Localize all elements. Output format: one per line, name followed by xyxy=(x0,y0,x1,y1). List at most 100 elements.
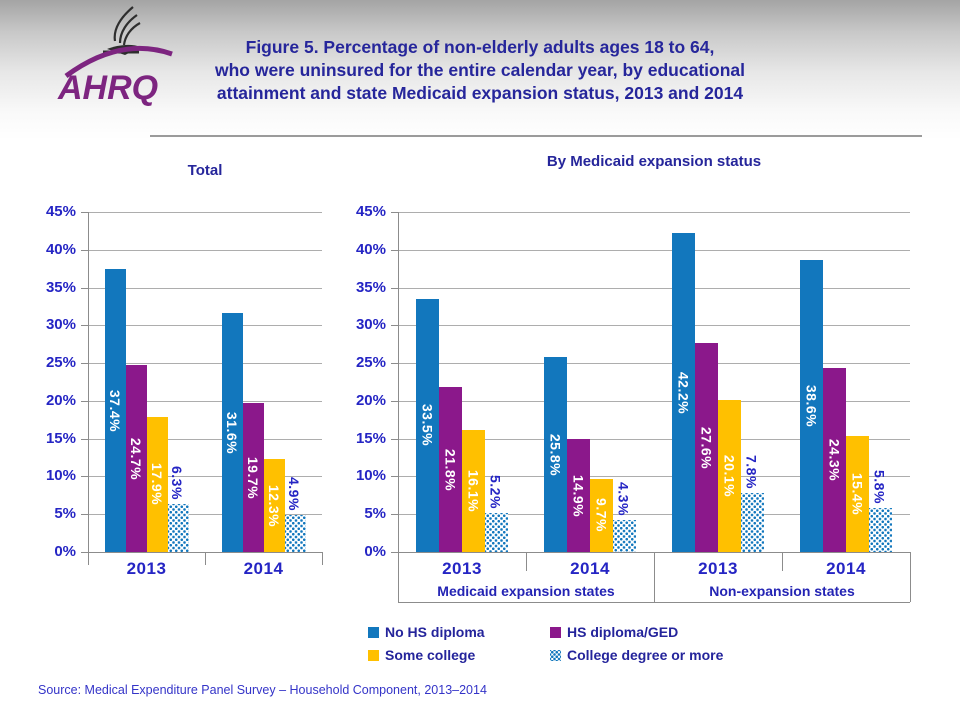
y-axis-tick xyxy=(81,363,88,365)
gridline xyxy=(88,287,322,289)
bar-value-label: 21.8% xyxy=(442,448,459,491)
legend-item-hs-diploma-ged: HS diploma/GED xyxy=(550,624,723,640)
bar-hs-diploma-ged-2014: 19.7% xyxy=(242,403,264,552)
y-axis-label: 40% xyxy=(355,240,386,258)
y-axis-label: 20% xyxy=(45,391,76,409)
y-axis-tick xyxy=(391,552,398,553)
y-axis-label: 45% xyxy=(355,203,386,220)
y-axis-label: 0% xyxy=(54,543,76,560)
bar-value-label: 14.9% xyxy=(570,474,587,517)
gridline xyxy=(398,287,910,289)
y-axis-line xyxy=(88,212,89,552)
bar-no-hs-diploma-2013: 33.5% xyxy=(416,298,439,552)
gridline xyxy=(88,400,322,402)
x-axis-tick xyxy=(782,552,783,571)
x-axis-box-bottom xyxy=(398,602,910,603)
bar-value-label: 38.6% xyxy=(803,385,820,428)
y-axis-tick xyxy=(81,212,88,213)
bar-value-label: 42.2% xyxy=(675,371,692,414)
legend-swatch-some-college xyxy=(368,649,379,661)
figure-title-line-3: attainment and state Medicaid expansion … xyxy=(216,83,744,103)
ahrq-arc xyxy=(64,45,173,79)
gridline xyxy=(398,249,910,251)
header-divider xyxy=(150,135,922,137)
bar-some-college-2014: 9.7% xyxy=(590,478,613,552)
y-axis-tick xyxy=(81,476,88,478)
gridline xyxy=(88,514,322,516)
bar-some-college-2014-b: 15.4% xyxy=(846,435,869,552)
legend-item-no-hs-diploma: No HS diploma xyxy=(368,624,550,640)
bar-hs-diploma-ged-2013-b: 27.6% xyxy=(695,343,718,552)
y-axis-label: 5% xyxy=(54,505,76,523)
bar-hs-diploma-ged-2014: 14.9% xyxy=(567,439,590,552)
x-axis-tick xyxy=(322,552,323,565)
bar-value-label: 5.8% xyxy=(871,470,888,505)
bar-value-label: 4.9% xyxy=(286,477,302,511)
gridline xyxy=(88,212,322,213)
y-axis-tick xyxy=(391,287,398,289)
bar-value-label: 27.6% xyxy=(698,426,715,469)
bar-value-label: 17.9% xyxy=(149,463,165,506)
y-axis-label: 15% xyxy=(355,429,386,447)
bar-college-degree-or-more-2014 xyxy=(284,514,306,552)
y-axis-tick xyxy=(81,400,88,402)
header-band xyxy=(0,0,960,140)
chart-total: Total 0% 5% 10% 15% 20% 25% 30% 35% 40% 45% 37.4% 24… xyxy=(0,150,360,615)
legend-label: College degree or more xyxy=(567,647,724,663)
chart-title: Total xyxy=(187,162,223,179)
x-axis-tick xyxy=(654,552,655,602)
y-axis-tick xyxy=(391,514,398,516)
y-axis-tick xyxy=(81,514,88,516)
y-axis-label: 40% xyxy=(45,240,76,258)
bar-value-label: 5.2% xyxy=(487,474,504,509)
x-group-label: Medicaid expansion states xyxy=(437,583,615,599)
gridline xyxy=(398,476,910,478)
bar-college-degree-or-more-2014-b xyxy=(869,508,892,552)
bar-value-label: 16.1% xyxy=(465,470,482,513)
x-category-label: 2014 xyxy=(570,559,610,578)
bar-value-label: 15.4% xyxy=(849,472,866,515)
y-axis-label: 10% xyxy=(45,467,76,485)
bar-no-hs-diploma-2013: 37.4% xyxy=(104,269,126,552)
figure-title-line-2: who were uninsured for the entire calend… xyxy=(214,60,745,80)
bar-hs-diploma-ged-2013: 21.8% xyxy=(439,387,462,552)
y-axis-tick xyxy=(391,212,398,213)
x-axis-tick xyxy=(398,552,399,602)
y-axis-label: 35% xyxy=(355,278,386,296)
legend-swatch-college-degree-or-more xyxy=(550,649,561,661)
gridline xyxy=(88,249,322,251)
bar-no-hs-diploma-2013-b: 42.2% xyxy=(672,233,695,552)
y-axis-tick xyxy=(391,363,398,365)
bar-value-label: 31.6% xyxy=(224,411,240,454)
bar-hs-diploma-ged-2013: 24.7% xyxy=(125,365,147,552)
legend-item-some-college: Some college xyxy=(368,647,550,663)
bar-value-label: 37.4% xyxy=(107,389,123,432)
y-axis-tick xyxy=(391,476,398,478)
y-axis-label: 0% xyxy=(364,543,386,560)
x-category-label: 2013 xyxy=(126,559,167,578)
gridline xyxy=(398,438,910,440)
y-axis-label: 30% xyxy=(45,316,76,334)
y-axis-label: 30% xyxy=(355,316,386,334)
bar-college-degree-or-more-2013 xyxy=(167,504,189,552)
bar-college-degree-or-more-2013 xyxy=(485,512,508,552)
x-category-label: 2013 xyxy=(698,559,738,578)
legend-label: HS diploma/GED xyxy=(567,624,679,640)
chart-title: By Medicaid expansion status xyxy=(546,153,762,170)
x-axis-tick xyxy=(910,552,911,602)
y-axis-tick xyxy=(81,249,88,251)
y-axis-line xyxy=(398,212,399,552)
gridline xyxy=(88,476,322,478)
x-axis-tick xyxy=(88,552,89,565)
gridline xyxy=(88,325,322,327)
bar-no-hs-diploma-2014: 31.6% xyxy=(221,313,243,552)
gridline xyxy=(88,363,322,365)
y-axis-tick xyxy=(81,438,88,440)
y-axis-label: 5% xyxy=(364,505,386,523)
y-axis-tick xyxy=(81,287,88,289)
ahrq-logo-text: AHRQ xyxy=(57,69,158,107)
gridline xyxy=(88,438,322,440)
x-category-label: 2013 xyxy=(442,559,482,578)
legend-label: No HS diploma xyxy=(385,624,485,640)
